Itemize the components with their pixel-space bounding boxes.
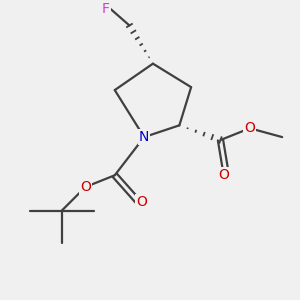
Text: F: F (102, 2, 110, 16)
Text: N: N (139, 130, 149, 144)
Text: O: O (218, 168, 229, 182)
Text: O: O (244, 121, 255, 135)
Text: O: O (80, 180, 91, 194)
Text: O: O (136, 195, 147, 209)
